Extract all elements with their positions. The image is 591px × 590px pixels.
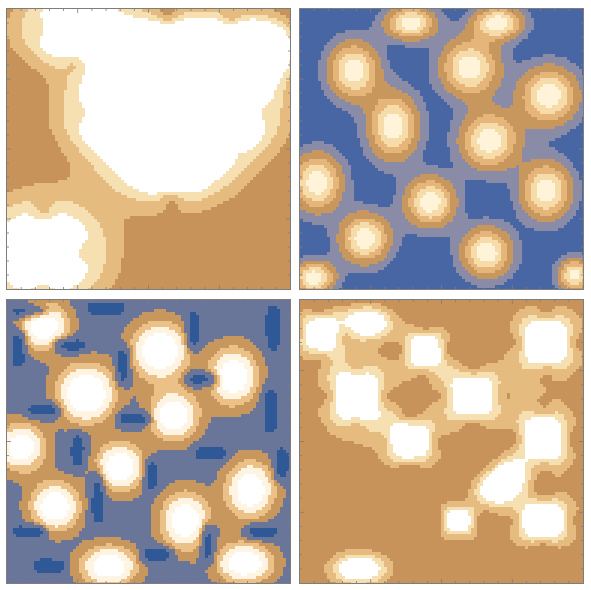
tick-marks xyxy=(300,9,583,289)
tick-marks xyxy=(300,300,583,583)
contour-field xyxy=(7,300,290,583)
contour-panel-top-left xyxy=(6,8,291,290)
plot-frame xyxy=(299,299,584,584)
plot-frame xyxy=(6,8,291,290)
contour-level-5 xyxy=(10,318,265,576)
contour-panel-bottom-left xyxy=(6,299,291,584)
contour-level-3 xyxy=(300,9,583,289)
contour-field xyxy=(300,300,583,583)
contour-level-1 xyxy=(300,9,583,289)
contour-level-2 xyxy=(7,300,286,583)
contour-level-2 xyxy=(7,9,290,289)
contour-level-4 xyxy=(306,312,567,579)
tick-marks xyxy=(7,300,290,583)
tick-marks xyxy=(7,9,290,289)
contour-level-4 xyxy=(7,9,290,289)
plot-frame xyxy=(299,8,584,290)
contour-level-2 xyxy=(300,303,582,583)
plot-frame xyxy=(6,299,291,584)
contour-panel-bottom-right xyxy=(299,299,584,584)
contour-field xyxy=(7,9,290,289)
contour-panel-top-right xyxy=(299,8,584,290)
contour-field xyxy=(300,9,583,289)
